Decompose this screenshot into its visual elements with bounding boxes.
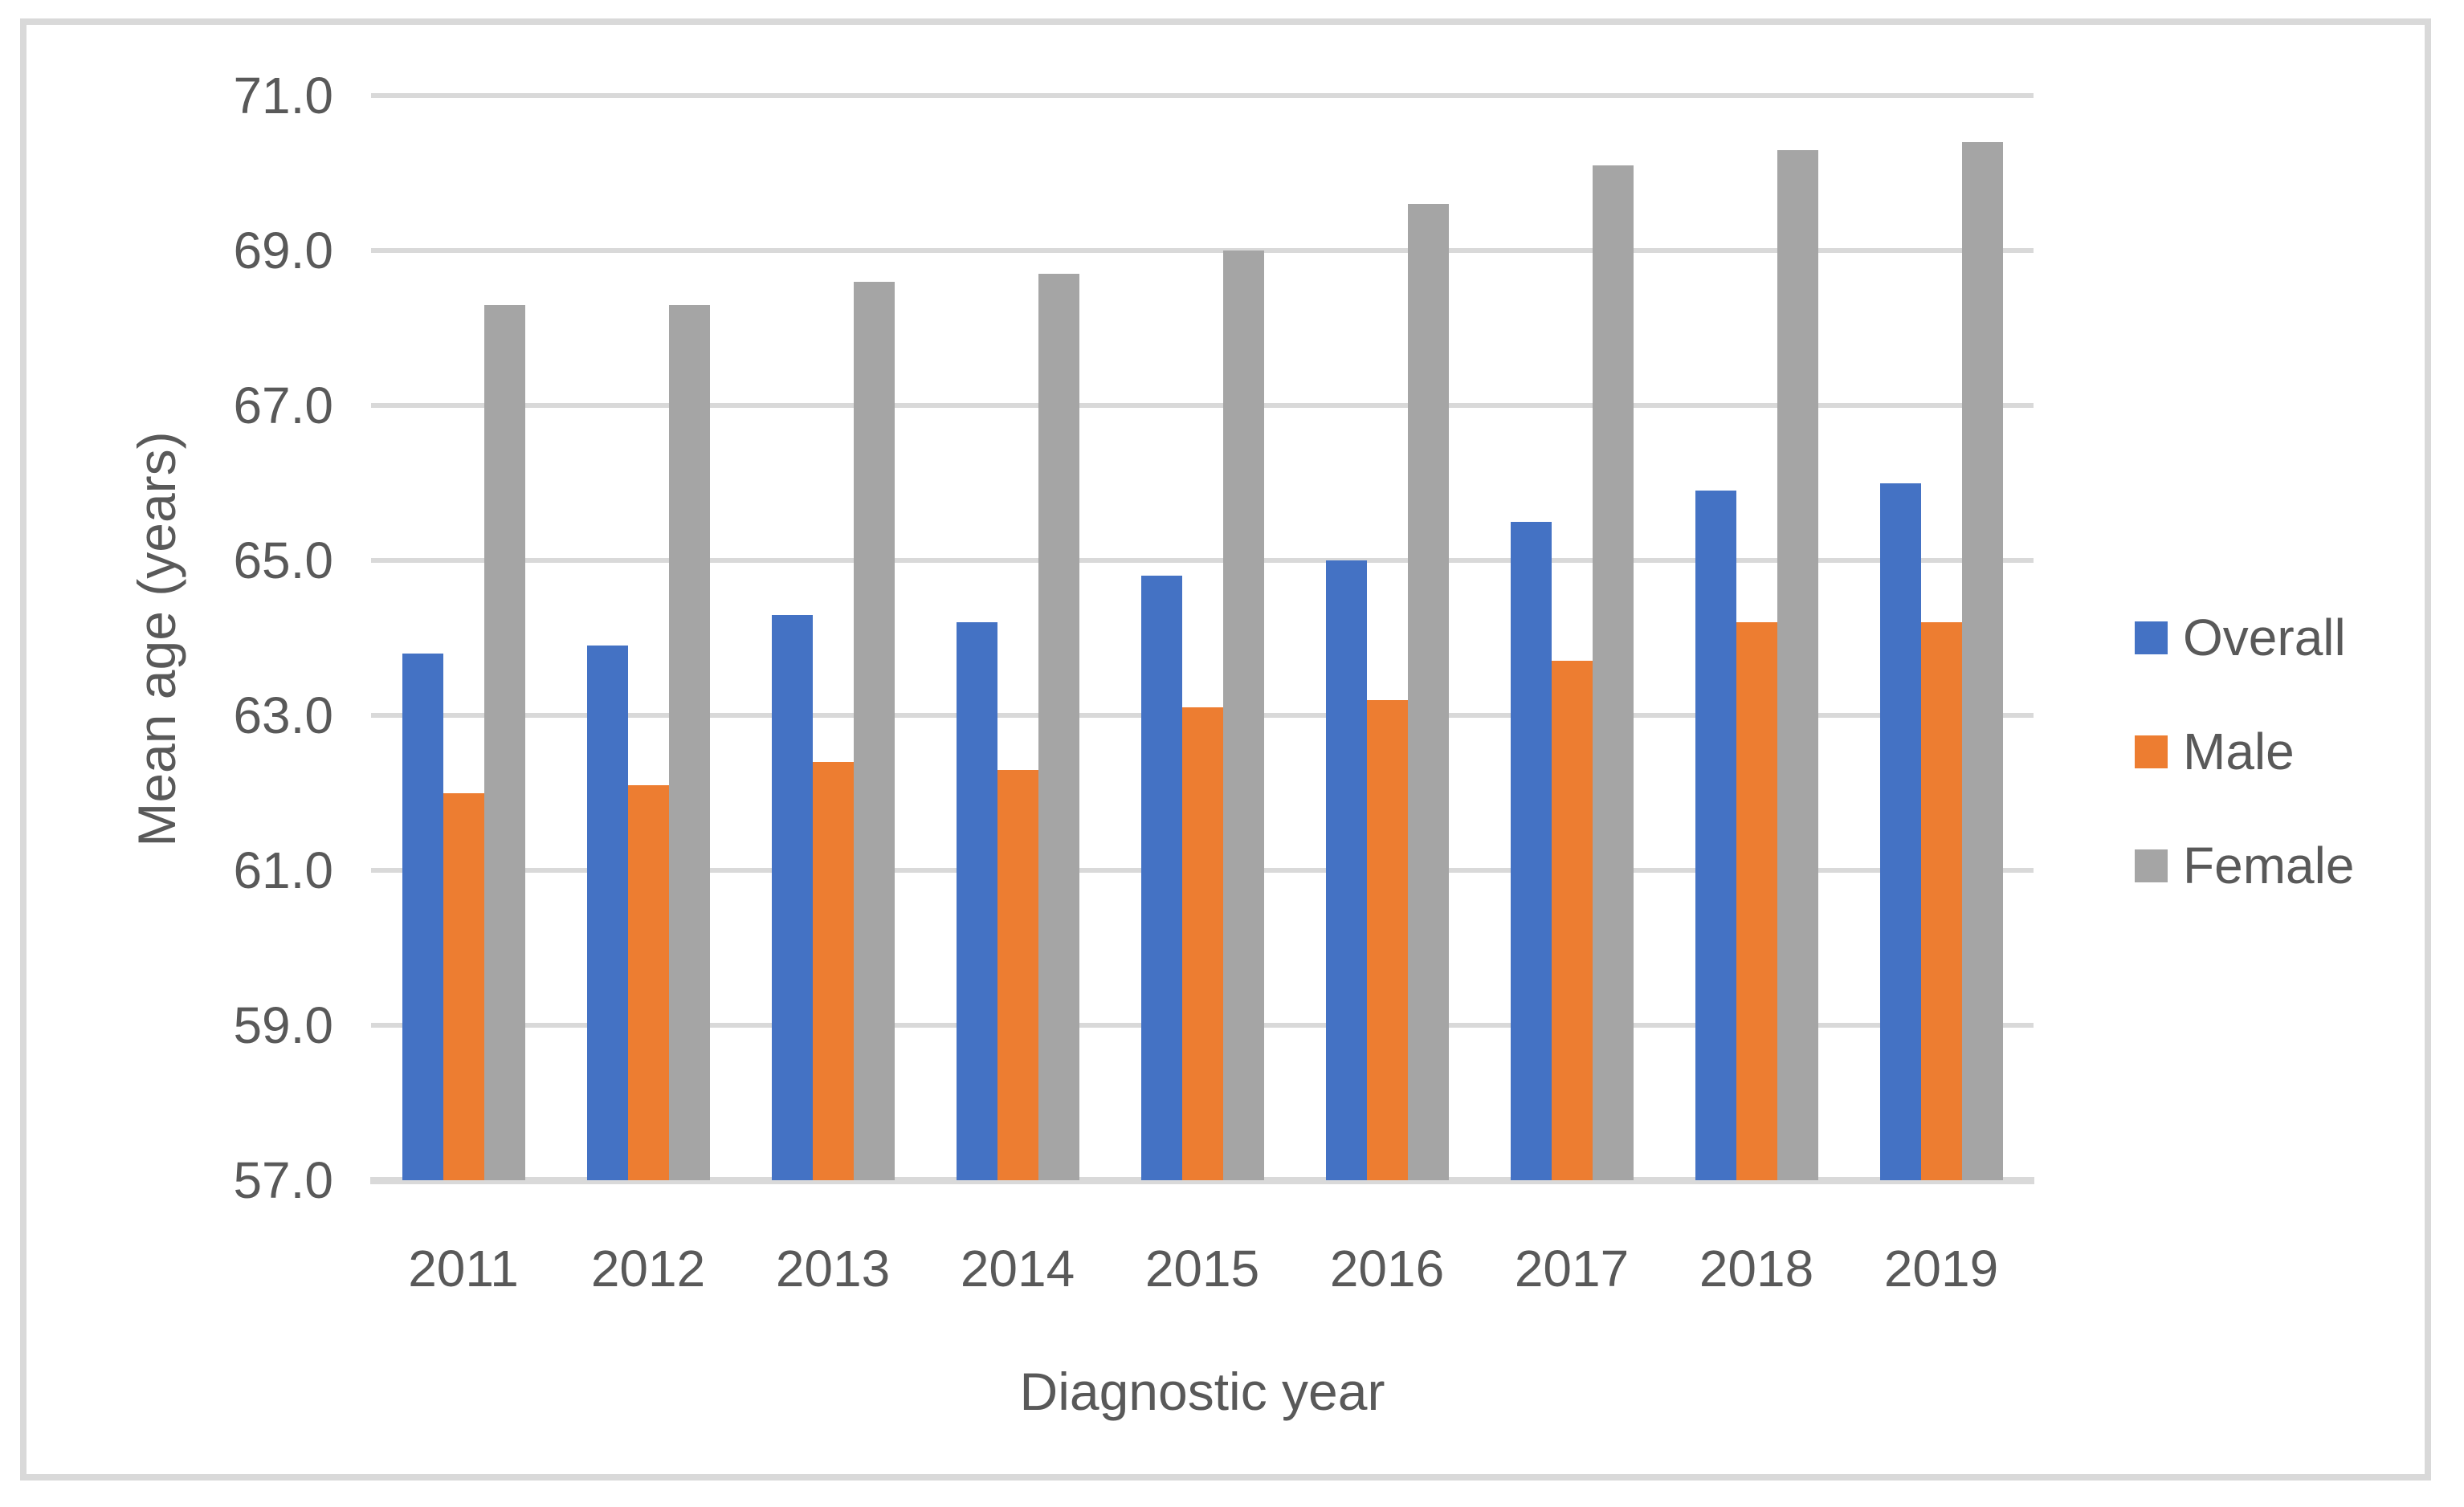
legend-label-female: Female <box>2183 837 2355 894</box>
y-tick-label-57.0: 57.0 <box>233 1151 333 1209</box>
bar-male-2016 <box>1366 699 1408 1180</box>
legend-swatch-overall <box>2135 621 2168 654</box>
bar-male-2011 <box>443 792 484 1180</box>
legend-item-female: Female <box>2135 833 2354 898</box>
bar-female-2012 <box>668 304 710 1180</box>
y-tick-label-67.0: 67.0 <box>233 377 333 434</box>
y-tick-label-69.0: 69.0 <box>233 222 333 279</box>
x-tick-label-2011: 2011 <box>408 1240 519 1297</box>
bar-overall-2011 <box>402 653 443 1180</box>
y-axis-title: Mean age (years) <box>127 431 186 847</box>
gridline-67.0 <box>371 403 2034 408</box>
bar-group-2013 <box>740 96 925 1180</box>
bar-female-2013 <box>853 281 895 1180</box>
y-tick-label-71.0: 71.0 <box>233 67 333 124</box>
bar-group-2016 <box>1295 96 1479 1180</box>
x-tick-label-2015: 2015 <box>1144 1240 1260 1297</box>
bar-male-2013 <box>812 761 854 1180</box>
bar-overall-2018 <box>1695 491 1736 1180</box>
bar-overall-2019 <box>1879 483 1921 1180</box>
legend-label-male: Male <box>2183 723 2295 780</box>
bar-group-2017 <box>1479 96 1664 1180</box>
bar-male-2015 <box>1181 707 1223 1180</box>
gridline-65.0 <box>371 558 2034 563</box>
y-tick-label-61.0: 61.0 <box>233 841 333 899</box>
bar-group-2018 <box>1664 96 1849 1180</box>
bar-female-2018 <box>1777 149 1818 1180</box>
bar-female-2015 <box>1222 250 1264 1180</box>
x-axis-title: Diagnostic year <box>1019 1362 1385 1421</box>
x-tick-label-2012: 2012 <box>590 1240 706 1297</box>
bar-female-2016 <box>1407 204 1449 1180</box>
legend-label-overall: Overall <box>2183 609 2346 666</box>
bar-male-2019 <box>1920 622 1962 1180</box>
gridline-71.0 <box>371 93 2034 98</box>
bar-male-2017 <box>1551 661 1593 1180</box>
bar-overall-2017 <box>1510 521 1552 1180</box>
x-axis-line <box>370 1177 2034 1184</box>
bar-male-2018 <box>1736 622 1777 1180</box>
y-tick-label-63.0: 63.0 <box>233 686 333 744</box>
x-tick-label-2017: 2017 <box>1514 1240 1630 1297</box>
y-tick-label-65.0: 65.0 <box>233 532 333 589</box>
legend-item-male: Male <box>2135 719 2295 784</box>
bar-overall-2015 <box>1140 576 1182 1180</box>
bar-overall-2013 <box>771 614 813 1180</box>
legend-swatch-male <box>2135 735 2168 768</box>
x-tick-label-2018: 2018 <box>1699 1240 1814 1297</box>
x-tick-label-2016: 2016 <box>1329 1240 1445 1297</box>
bar-female-2011 <box>483 304 525 1180</box>
bar-male-2012 <box>627 784 669 1180</box>
x-tick-label-2014: 2014 <box>960 1240 1075 1297</box>
bar-overall-2016 <box>1325 560 1367 1180</box>
bar-group-2019 <box>1849 96 2034 1180</box>
bar-group-2014 <box>925 96 1110 1180</box>
bar-female-2019 <box>1961 141 2003 1180</box>
bar-female-2017 <box>1592 165 1634 1180</box>
gridline-69.0 <box>371 248 2034 253</box>
legend-item-overall: Overall <box>2135 605 2346 670</box>
bar-group-2011 <box>371 96 556 1180</box>
bar-overall-2014 <box>956 622 997 1180</box>
bar-overall-2012 <box>586 646 628 1180</box>
x-tick-label-2019: 2019 <box>1883 1240 1999 1297</box>
x-tick-label-2013: 2013 <box>775 1240 891 1297</box>
y-tick-label-59.0: 59.0 <box>233 996 333 1054</box>
bar-female-2014 <box>1038 273 1079 1180</box>
bar-group-2015 <box>1110 96 1295 1180</box>
bar-male-2014 <box>997 769 1038 1180</box>
bar-group-2012 <box>556 96 740 1180</box>
legend-swatch-female <box>2135 849 2168 882</box>
